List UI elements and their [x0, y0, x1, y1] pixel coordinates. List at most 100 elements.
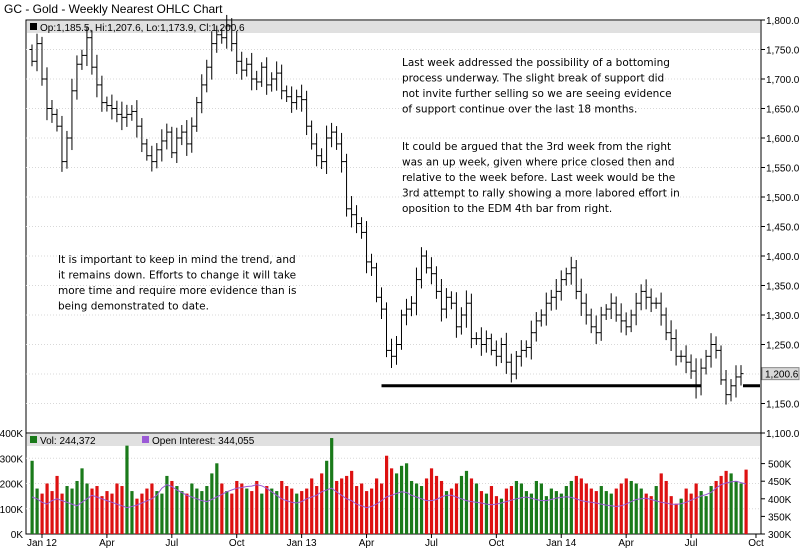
volume-bar — [564, 486, 568, 534]
volume-bar — [519, 483, 524, 534]
volume-bar — [375, 478, 379, 534]
volume-bar — [290, 488, 294, 534]
volume-bar — [300, 491, 304, 534]
volume-bar — [579, 478, 583, 534]
annotation-line: oposition to the EDM 4th bar from right. — [402, 203, 612, 215]
volume-bar — [439, 480, 444, 534]
time-tick-label: Apr — [99, 538, 115, 548]
volume-bar — [414, 483, 419, 534]
volume-bar — [699, 491, 703, 534]
volume-bar — [539, 483, 543, 534]
annotation-line: of support continue over the last 18 mon… — [402, 104, 637, 116]
open-interest-line — [31, 480, 747, 509]
volume-bar — [499, 498, 504, 534]
time-tick-label: Oct — [489, 538, 505, 548]
ohlc-info-readout: Op:1,185.5, Hi:1,207.6, Lo:1,173.9, Cl:1… — [40, 23, 245, 34]
volume-bar — [474, 483, 479, 534]
volume-bar — [459, 475, 464, 534]
volume-bar — [180, 491, 184, 534]
volume-bar — [419, 486, 424, 534]
volume-gridlines — [26, 457, 761, 510]
last-price-marker: 1,200.6 — [761, 367, 800, 381]
time-tick-label: Jan 13 — [287, 538, 317, 548]
volume-bar — [205, 486, 209, 534]
volume-bar — [315, 486, 319, 534]
volume-bar — [599, 486, 603, 534]
volume-bar — [355, 486, 359, 534]
volume-info-strip — [27, 434, 760, 446]
volume-bar — [45, 483, 49, 534]
volume-bar — [345, 475, 349, 534]
volume-bar — [609, 493, 613, 534]
volume-bar — [255, 480, 259, 534]
oi-tick-label: 450K — [768, 477, 792, 488]
volume-bar — [195, 488, 199, 534]
volume-bar — [235, 480, 239, 534]
volume-bar — [629, 480, 633, 534]
volume-bar — [220, 483, 224, 534]
volume-bar — [584, 483, 588, 534]
price-tick-label: 1,550.0 — [766, 164, 800, 175]
volume-bar — [744, 469, 748, 534]
time-tick-label: Apr — [618, 538, 634, 548]
volume-bar — [280, 480, 284, 534]
volume-bar — [669, 496, 673, 534]
volume-bar — [340, 478, 344, 534]
volume-bar — [489, 486, 494, 534]
volume-bar — [240, 483, 244, 534]
volume-bar — [105, 491, 109, 534]
price-tick-label: 1,250.0 — [766, 341, 800, 352]
volume-bar — [694, 483, 698, 534]
volume-bar — [385, 455, 389, 534]
time-tick-label: Jan 12 — [27, 538, 57, 548]
price-bars — [29, 14, 744, 405]
volume-bar — [559, 493, 563, 534]
volume-bar — [190, 483, 194, 534]
price-tick-label: 1,700.0 — [766, 75, 800, 86]
volume-bar — [624, 478, 628, 534]
volume-bar — [310, 478, 314, 534]
volume-bar — [75, 480, 79, 534]
volume-bar — [65, 486, 69, 534]
volume-bar — [165, 475, 169, 534]
volume-bar — [225, 491, 229, 534]
volume-bar — [709, 486, 713, 534]
volume-bar — [424, 478, 429, 534]
volume-tick-label: 300K — [0, 454, 23, 465]
volume-bar — [70, 488, 74, 534]
volume-bar — [434, 475, 439, 534]
annotation-line: being demonstrated to date. — [58, 301, 209, 313]
volume-bar — [389, 468, 394, 534]
price-tick-label: 1,750.0 — [766, 46, 800, 57]
oi-legend-swatch — [142, 436, 149, 443]
volume-bar — [100, 496, 104, 534]
volume-bar — [449, 488, 454, 534]
annotation-line: It could be argued that the 3rd week fro… — [402, 141, 671, 153]
volume-bar — [544, 496, 548, 534]
volume-bar — [734, 480, 738, 534]
annotation-line: 3rd attempt to rally showing a more labo… — [402, 188, 680, 200]
volume-bar — [634, 483, 638, 534]
annotation-bottoming: Last week addressed the possibility of a… — [402, 57, 672, 116]
volume-bar — [649, 496, 653, 534]
volume-bar — [210, 473, 214, 534]
volume-bar — [399, 465, 404, 534]
price-tick-label: 1,100.0 — [766, 429, 800, 440]
volume-bar — [380, 483, 384, 534]
volume-bar — [394, 473, 399, 534]
volume-bar — [150, 483, 154, 534]
volume-bar — [250, 491, 254, 534]
price-tick-label: 1,450.0 — [766, 223, 800, 234]
annotation-line: was an up week, given where price closed… — [402, 157, 675, 169]
volume-bar — [265, 486, 269, 534]
price-tick-label: 1,350.0 — [766, 282, 800, 293]
volume-bar — [115, 483, 119, 534]
annotation-line: it remains down. Efforts to change it wi… — [58, 270, 296, 282]
volume-bar — [35, 488, 39, 534]
volume-bar — [619, 483, 623, 534]
time-tick-label: Jul — [425, 538, 438, 548]
annotation-third-week: It could be argued that the 3rd week fro… — [402, 141, 680, 215]
last-price-label: 1,200.6 — [765, 370, 799, 381]
annotation-line: It is important to keep in mind the tren… — [58, 254, 296, 266]
